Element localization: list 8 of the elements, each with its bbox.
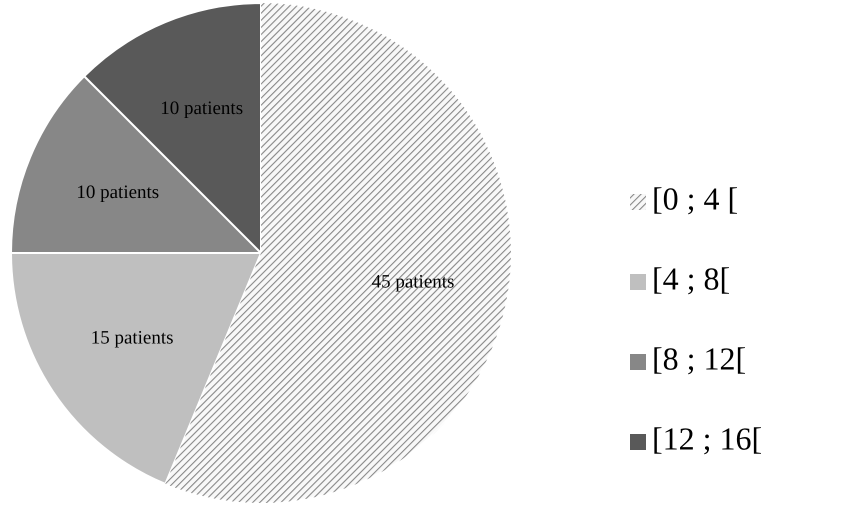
legend-label: [12 ; 16[ xyxy=(652,420,762,456)
data-label: 10 patients xyxy=(76,182,160,204)
legend-label: [0 ; 4 [ xyxy=(652,180,738,216)
legend-label: [8 ; 12[ xyxy=(652,340,746,376)
data-label: 10 patients xyxy=(160,98,244,120)
data-label: 15 patients xyxy=(90,327,174,348)
legend-label: [4 ; 8[ xyxy=(652,260,730,296)
data-label: 45 patients xyxy=(372,272,454,293)
